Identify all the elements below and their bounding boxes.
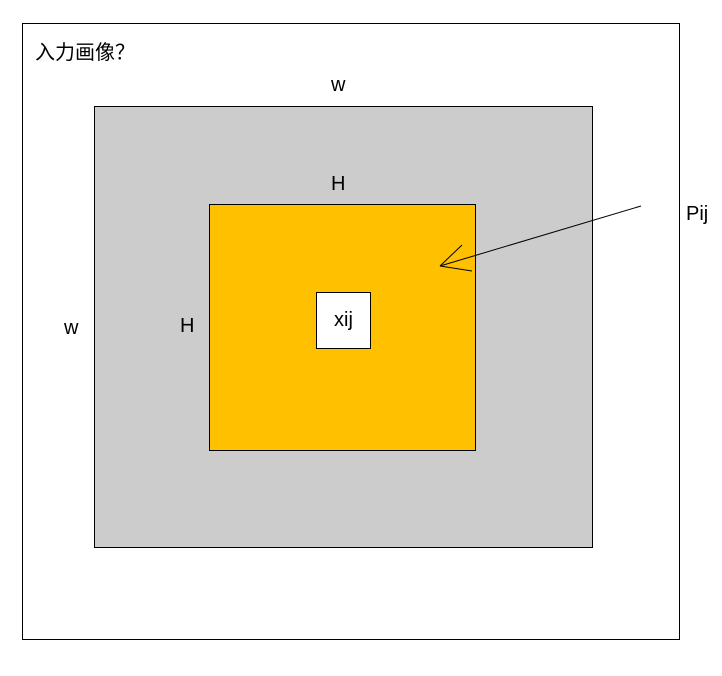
inner-width-label: H (331, 173, 346, 195)
inner-height-label: H (180, 315, 195, 337)
arrow-head-lower (439, 265, 473, 272)
arrow-head-upper (439, 244, 463, 267)
pointer-label: Pij (686, 203, 709, 225)
center-pixel-box: xij (316, 292, 371, 349)
outer-width-label: w (331, 74, 346, 96)
arrow-shaft (439, 205, 642, 267)
outer-height-label: w (64, 317, 79, 339)
diagram-title: 入力画像？ (35, 40, 135, 64)
center-pixel-label: xij (334, 309, 353, 331)
